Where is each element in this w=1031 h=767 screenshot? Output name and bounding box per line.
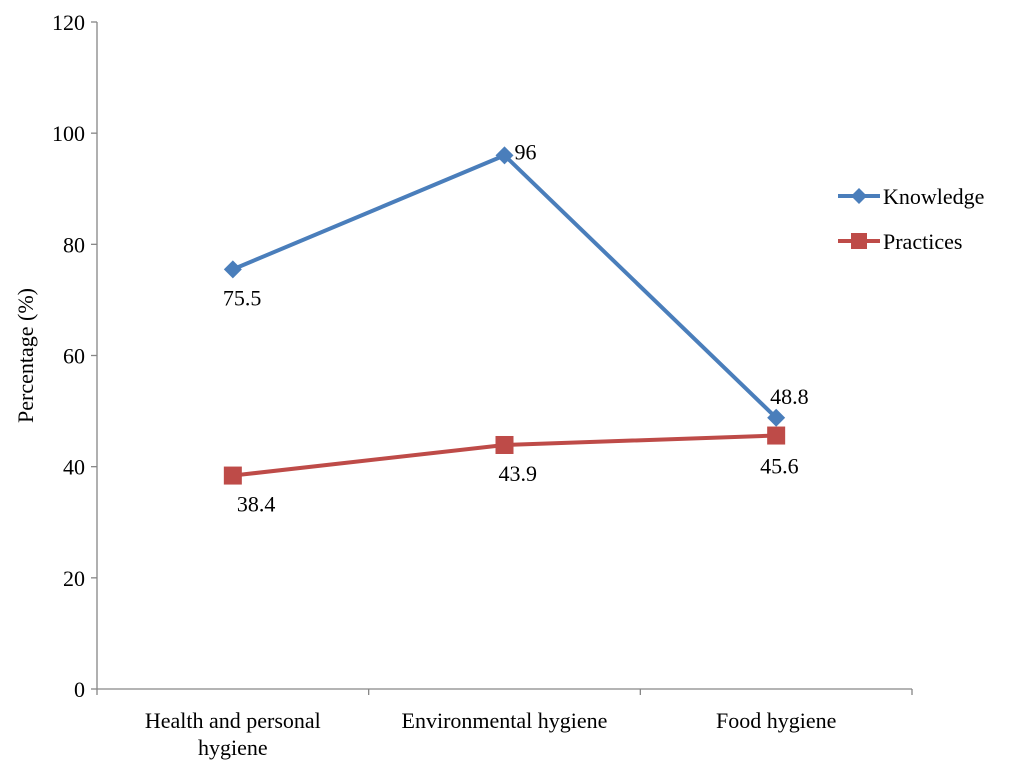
data-label-knowledge: 48.8 [770,384,809,409]
axes [96,22,912,690]
data-point-knowledge [495,146,514,165]
data-point-practices [495,435,514,454]
legend-label-practices: Practices [883,229,962,254]
y-tick-label: 40 [63,455,85,480]
series-group [223,146,786,485]
x-category-label-line: Health and personal [145,708,321,733]
x-category-label-line: hygiene [198,735,268,760]
y-axis-title: Percentage (%) [13,288,38,423]
legend-marker-knowledge [851,188,867,204]
data-point-knowledge [767,408,786,427]
x-category-label: Environmental hygiene [402,708,608,733]
x-category-label-line: Food hygiene [716,708,836,733]
series-line-knowledge [232,153,778,420]
x-category-label: Food hygiene [716,708,836,733]
data-point-knowledge [223,260,242,279]
y-tick-label: 100 [52,121,85,146]
y-tick-label: 60 [63,344,85,369]
y-tick-label: 20 [63,566,85,591]
y-tick-label: 0 [74,677,85,702]
legend-label-knowledge: Knowledge [883,184,984,209]
legend: Knowledge Practices [838,184,984,254]
y-tick-label: 80 [63,232,85,257]
legend-marker-practices [851,233,867,249]
data-label-knowledge: 75.5 [223,285,261,310]
data-label-practices: 43.9 [499,461,538,486]
x-category-label-line: Environmental hygiene [402,708,608,733]
data-point-practices [767,426,786,445]
data-point-practices [223,466,242,485]
x-category-label: Health and personal hygiene [145,708,321,760]
data-label-practices: 38.4 [237,492,275,517]
data-labels: 75.5 96 48.8 38.4 43.9 45.6 [223,139,809,516]
data-label-practices: 45.6 [760,454,799,479]
y-tick-label: 120 [52,10,85,35]
data-label-knowledge: 96 [515,139,537,164]
x-ticks: Health and personal hygiene Environmental … [96,689,913,760]
y-ticks: 0 20 40 60 80 100 120 [52,10,97,702]
